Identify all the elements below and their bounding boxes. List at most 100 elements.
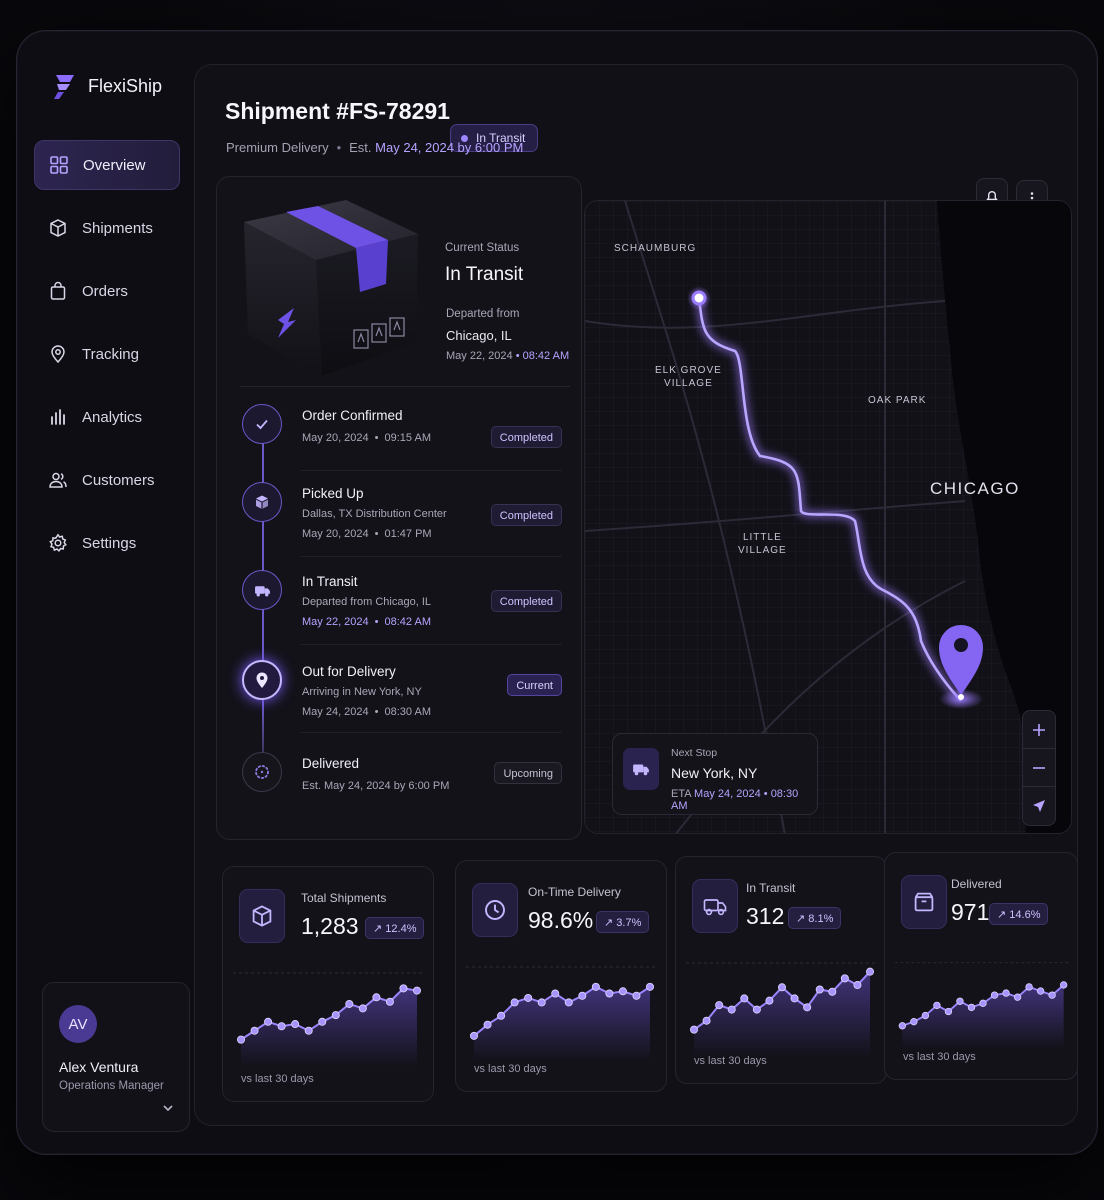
- est-delivery: May 24, 2024 by 6:00 PM: [375, 140, 524, 155]
- stat-footnote: vs last 30 days: [694, 1055, 767, 1067]
- stat-delta-badge: ↗ 14.6%: [989, 903, 1049, 925]
- sparkline-area: [694, 971, 870, 1057]
- sidebar-item-overview[interactable]: Overview: [34, 140, 180, 190]
- gear-icon: [49, 533, 67, 553]
- check-icon: [256, 419, 268, 430]
- minus-icon: [1033, 766, 1045, 769]
- sparkline-point: [318, 1017, 327, 1026]
- navigation-arrow-icon: [1033, 800, 1045, 812]
- zoom-in-button[interactable]: [1023, 711, 1055, 749]
- stat-delta-badge: ↗ 12.4%: [365, 917, 425, 939]
- stat-value: 312: [746, 903, 785, 929]
- sparkline-point: [470, 1031, 478, 1040]
- stat-card-on-time-delivery[interactable]: On-Time Delivery 98.6% ↗ 3.7% vs last 30…: [455, 860, 667, 1092]
- avatar: AV: [59, 1005, 97, 1043]
- timeline-item-out-for-delivery[interactable]: Out for Delivery Arriving in New York, N…: [242, 660, 572, 740]
- next-stop-icon-wrap: [623, 748, 659, 790]
- stat-label: On-Time Delivery: [528, 885, 621, 899]
- brand-logo[interactable]: FlexiShip: [50, 72, 162, 100]
- stat-card-total-shipments[interactable]: Total Shipments 1,283 ↗ 12.4% vs last 30…: [222, 866, 434, 1102]
- stat-icon-wrap: [692, 879, 738, 933]
- timeline-item-order-confirmed[interactable]: Order Confirmed May 20, 2024 • 09:15 AM Co…: [242, 404, 572, 484]
- zoom-out-button[interactable]: [1023, 749, 1055, 787]
- timeline-item-delivered[interactable]: Delivered Est. May 24, 2024 by 6:00 PM U…: [242, 752, 572, 832]
- stat-value: 1,283: [301, 913, 359, 939]
- timeline-step-marker: [242, 570, 282, 610]
- sidebar-item-analytics[interactable]: Analytics: [34, 392, 180, 442]
- timeline-date-value: May 20, 2024: [302, 528, 369, 540]
- sparkline-area: [474, 986, 650, 1061]
- stat-card-delivered[interactable]: Delivered 971 ↗ 14.6% vs last 30 days: [884, 852, 1078, 1080]
- departed-date: May 22, 2024: [446, 350, 513, 362]
- departed-time: 08:42 AM: [522, 350, 570, 362]
- sidebar-item-tracking[interactable]: Tracking: [34, 329, 180, 379]
- sidebar-item-label: Shipments: [82, 219, 153, 237]
- stat-footnote: vs last 30 days: [241, 1073, 314, 1085]
- map-label-elk-grove: ELK GROVE VILLAGE: [655, 365, 722, 389]
- stat-card-in-transit[interactable]: In Transit 312 ↗ 8.1% vs last 30 days: [675, 856, 887, 1084]
- divider: [300, 470, 562, 471]
- sidebar-item-orders[interactable]: Orders: [34, 266, 180, 316]
- sparkline-point: [778, 983, 787, 992]
- locate-button[interactable]: [1023, 787, 1055, 825]
- sparkline-point: [412, 986, 421, 995]
- sparkline-point: [551, 989, 560, 998]
- location-pin-icon: [51, 345, 65, 364]
- sidebar-item-shipments[interactable]: Shipments: [34, 203, 180, 253]
- truck-icon: [633, 764, 649, 776]
- stat-delta-value: 8.1%: [808, 913, 834, 925]
- stat-label: In Transit: [746, 881, 796, 895]
- timeline-step-marker: [242, 404, 282, 444]
- timeline-date: May 24, 2024 • 08:30 AM: [302, 706, 431, 718]
- sidebar-item-customers[interactable]: Customers: [34, 455, 180, 505]
- timeline-status-badge: Completed: [490, 590, 562, 612]
- chevron-down-icon[interactable]: [161, 1101, 175, 1115]
- departed-separator: •: [515, 350, 523, 362]
- clock-icon: [485, 900, 505, 920]
- divider: [300, 732, 562, 733]
- timeline-title: Order Confirmed: [302, 408, 403, 423]
- user-profile-card[interactable]: AV Alex Ventura Operations Manager: [42, 982, 190, 1132]
- bag-icon: [50, 281, 66, 300]
- trend-up-icon: ↗: [373, 923, 386, 935]
- departed-city: Chicago, IL: [446, 328, 512, 343]
- sparkline-point: [250, 1026, 259, 1035]
- timeline-separator: •: [374, 528, 379, 540]
- sidebar-item-label: Settings: [82, 534, 137, 552]
- timeline-date: May 20, 2024 • 01:47 PM: [302, 528, 432, 540]
- sparkline-point: [865, 967, 874, 976]
- sparkline-point: [921, 1011, 930, 1020]
- sparkline-point: [591, 982, 600, 991]
- timeline-separator: •: [374, 706, 379, 718]
- next-stop-card[interactable]: Next Stop New York, NY ETA May 24, 2024 …: [612, 733, 818, 815]
- sidebar-item-settings[interactable]: Settings: [34, 518, 180, 568]
- sparkline-point: [815, 985, 824, 994]
- route-map[interactable]: [584, 200, 1072, 834]
- stat-delta-badge: ↗ 8.1%: [788, 907, 842, 929]
- map-label-little-village: LITTLE VILLAGE: [738, 532, 787, 556]
- truck-icon: [703, 899, 727, 916]
- sparkline-point: [510, 998, 519, 1007]
- timeline-step-marker: [242, 660, 282, 700]
- timeline-date-value: May 20, 2024: [302, 432, 369, 444]
- sparkline-point: [537, 998, 546, 1007]
- timeline-item-picked-up[interactable]: Picked Up Dallas, TX Distribution Center…: [242, 482, 572, 562]
- sparkline-point: [304, 1026, 313, 1035]
- timeline-time-value: 08:30 AM: [384, 706, 431, 718]
- package-icon: [256, 495, 268, 509]
- map-label-schaumburg: SCHAUMBURG: [614, 243, 697, 254]
- timeline-time-value: 08:42 AM: [384, 616, 431, 628]
- timeline-status-badge: Current: [507, 674, 562, 696]
- cube-icon: [50, 219, 66, 237]
- est-prefix: Est.: [349, 140, 372, 155]
- timeline-time-value: 09:15 AM: [384, 432, 431, 444]
- sparkline-point: [853, 981, 862, 990]
- sparkline-point: [524, 993, 533, 1002]
- sparkline-point: [1059, 981, 1068, 989]
- sidebar-item-label: Customers: [82, 471, 155, 489]
- stat-delta-value: 3.7%: [616, 917, 642, 929]
- divider: [300, 644, 562, 645]
- timeline-separator: •: [374, 432, 379, 444]
- timeline-item-in-transit[interactable]: In Transit Departed from Chicago, IL May…: [242, 570, 572, 650]
- stat-label: Total Shipments: [301, 891, 387, 905]
